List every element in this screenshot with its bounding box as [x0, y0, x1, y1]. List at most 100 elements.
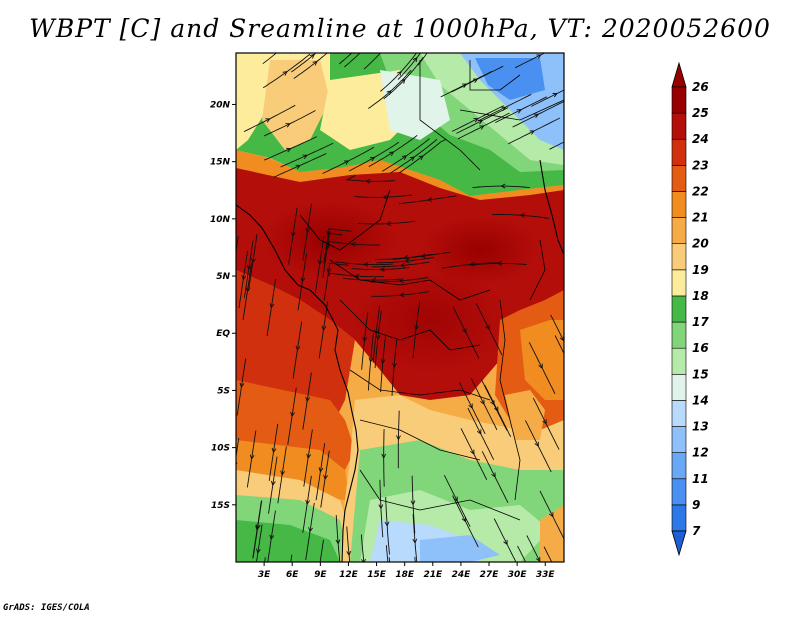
colorbar-label: 21 — [692, 211, 709, 225]
streamline-arrow — [396, 435, 401, 440]
streamline-arrow — [305, 499, 311, 505]
streamline — [491, 214, 550, 219]
streamline-arrow — [552, 93, 558, 98]
colorbar-label: 25 — [692, 106, 709, 120]
streamline-arrow — [344, 160, 349, 165]
streamline — [380, 334, 387, 393]
streamline-arrow — [536, 54, 542, 59]
streamline-arrow — [269, 303, 275, 308]
streamline-arrow — [535, 556, 541, 562]
streamline-arrow — [265, 118, 271, 123]
streamline-arrow — [302, 154, 308, 160]
colorbar-swatch — [671, 373, 687, 401]
y-tick-label: 15N — [210, 158, 231, 168]
streamline-arrow — [542, 419, 547, 425]
streamline-arrow — [401, 155, 407, 160]
streamline-arrow — [308, 33, 314, 39]
colorbar-swatch — [671, 321, 687, 349]
streamline-arrow — [403, 255, 409, 260]
streamline-arrow — [477, 120, 483, 125]
streamline-arrow — [312, 60, 318, 66]
streamline — [543, 546, 553, 562]
colorbar-label: 16 — [692, 341, 709, 355]
streamline-arrow — [379, 53, 385, 54]
streamline-arrow — [453, 496, 458, 502]
colorbar-label: 14 — [692, 393, 709, 407]
streamline-arrow — [317, 260, 323, 265]
streamline — [360, 534, 365, 562]
streamline-arrow — [306, 453, 312, 459]
streamline-arrow — [384, 521, 390, 527]
streamline-arrow — [387, 570, 391, 574]
streamline-arrow — [516, 109, 522, 114]
streamline-arrow — [396, 71, 402, 76]
colorbar-swatch — [671, 478, 687, 506]
colorbar-label: 9 — [692, 498, 700, 512]
streamline-arrow — [290, 411, 295, 417]
streamline-arrow — [356, 43, 362, 49]
streamline-arrow — [255, 548, 261, 554]
y-tick-label: 20N — [210, 100, 231, 110]
streamline-arrow — [549, 512, 554, 518]
streamline — [495, 96, 548, 123]
colorbar: 7 9 11 12 13 14 15 16 17 18 19 20 21 22 23 24 25 26 — [671, 61, 709, 557]
streamline — [472, 185, 531, 189]
streamline-arrow — [476, 429, 482, 435]
colorbar-swatch — [671, 86, 687, 114]
streamline — [451, 105, 504, 132]
streamline-arrow — [399, 292, 405, 298]
streamline — [368, 69, 412, 109]
streamline — [345, 174, 396, 182]
streamline — [246, 430, 257, 488]
streamline — [372, 261, 430, 268]
streamline-arrow — [479, 125, 485, 130]
streamline-arrow — [564, 357, 569, 362]
streamline-arrow — [239, 382, 245, 388]
x-axis: 3E 6E 9E 12E 15E 18E 21E 24E 27E 30E 33E — [258, 562, 556, 580]
streamline — [440, 70, 493, 98]
streamline-arrow — [386, 90, 392, 96]
streamline-arrow — [414, 325, 419, 330]
streamline-arrow — [380, 267, 385, 272]
streamline — [297, 253, 308, 311]
streamline — [457, 112, 510, 140]
streamline-arrow — [321, 325, 327, 331]
colorbar-label: 11 — [692, 472, 709, 486]
streamline — [344, 53, 361, 68]
colorbar-swatch — [671, 504, 687, 532]
wbpt-field — [236, 53, 564, 562]
colorbar-swatch — [671, 138, 687, 166]
streamline-arrow — [285, 123, 291, 128]
streamline-arrow — [295, 345, 301, 351]
colorbar-swatch — [671, 400, 687, 427]
colorbar-swatch — [671, 269, 687, 297]
streamline — [363, 53, 381, 70]
streamline-arrow — [246, 264, 252, 270]
streamline-arrow — [300, 277, 306, 283]
colorbar-swatch — [671, 295, 687, 323]
streamline-arrow — [335, 539, 341, 544]
streamline — [267, 510, 276, 562]
streamline — [348, 141, 400, 172]
x-tick-label: 24E — [452, 570, 472, 580]
colorbar-swatch — [671, 243, 687, 271]
streamline-arrow — [427, 197, 433, 202]
streamline-arrow — [520, 213, 525, 218]
map-frame — [235, 52, 565, 563]
x-tick-label: 6E — [286, 570, 299, 580]
streamline-arrow — [368, 357, 374, 363]
streamline — [414, 556, 416, 562]
colorbar-label: 19 — [692, 263, 709, 277]
streamline-arrow — [317, 564, 322, 569]
streamline — [289, 53, 292, 54]
streamline — [263, 110, 316, 137]
x-tick-label: 33E — [536, 570, 556, 580]
colorbar-swatch — [671, 165, 687, 192]
streamline-arrow — [470, 261, 475, 267]
streamline-arrow — [380, 358, 386, 364]
streamline-arrow — [354, 273, 360, 279]
streamline-arrow — [412, 538, 418, 544]
streamline-arrow — [361, 558, 366, 562]
streamline-arrow — [412, 57, 418, 63]
